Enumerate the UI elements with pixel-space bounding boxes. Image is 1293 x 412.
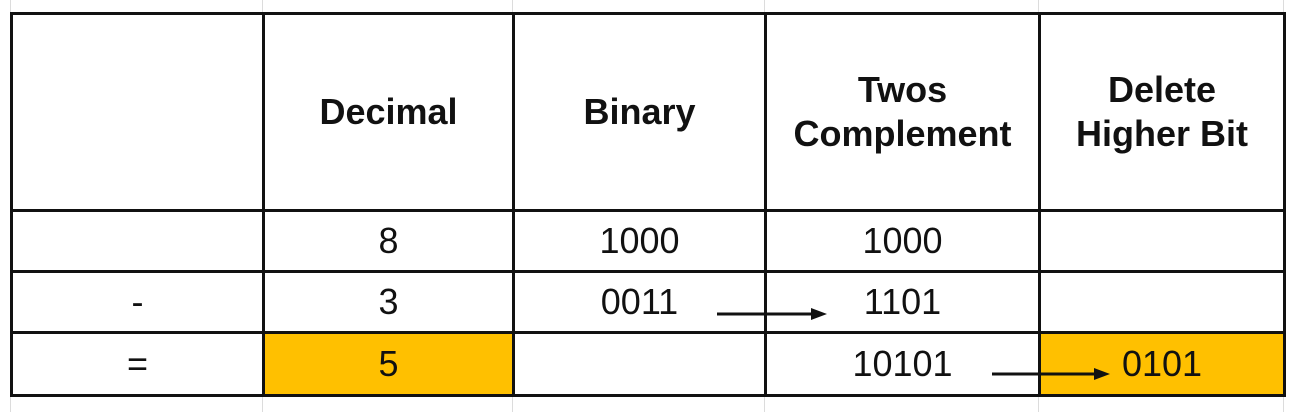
header-delete-line-1: Delete — [1107, 69, 1217, 110]
decimal-result-cell: 5 — [262, 331, 515, 397]
arrow-right-icon — [992, 368, 1110, 380]
header-cell-decimal: Decimal — [262, 12, 515, 212]
twos-cell: 1101 — [764, 270, 1041, 334]
sheet-gridline — [10, 0, 11, 412]
delete-result-cell: 0101 — [1038, 331, 1286, 397]
op-cell — [10, 209, 265, 273]
header-cell-operator — [10, 12, 265, 212]
twos-cell: 1000 — [764, 209, 1041, 273]
header-decimal: Decimal — [319, 91, 458, 132]
subtraction-table: Decimal Binary Twos Complement Delete Hi… — [10, 12, 1286, 397]
header-twos-line-2: Complement — [793, 113, 1012, 154]
binary-cell: 1000 — [512, 209, 767, 273]
arrow-right-icon — [717, 308, 827, 320]
delete-cell — [1038, 209, 1286, 273]
header-twos-line-1: Twos — [857, 69, 948, 110]
table-row: 8 1000 1000 — [10, 209, 1286, 273]
table-row: = 5 10101 0101 — [10, 331, 1286, 397]
binary-cell — [512, 331, 767, 397]
header-cell-binary: Binary — [512, 12, 767, 212]
header-binary: Binary — [583, 91, 696, 132]
delete-cell — [1038, 270, 1286, 334]
header-row: Decimal Binary Twos Complement Delete Hi… — [10, 12, 1286, 212]
table-row: - 3 0011 1101 — [10, 270, 1286, 334]
decimal-cell: 8 — [262, 209, 515, 273]
op-cell: - — [10, 270, 265, 334]
header-cell-twos: Twos Complement — [764, 12, 1041, 212]
decimal-cell: 3 — [262, 270, 515, 334]
binary-cell: 0011 — [512, 270, 767, 334]
op-cell: = — [10, 331, 265, 397]
twos-cell: 10101 — [764, 331, 1041, 397]
header-cell-delete: Delete Higher Bit — [1038, 12, 1286, 212]
header-delete-line-2: Higher Bit — [1075, 113, 1248, 154]
